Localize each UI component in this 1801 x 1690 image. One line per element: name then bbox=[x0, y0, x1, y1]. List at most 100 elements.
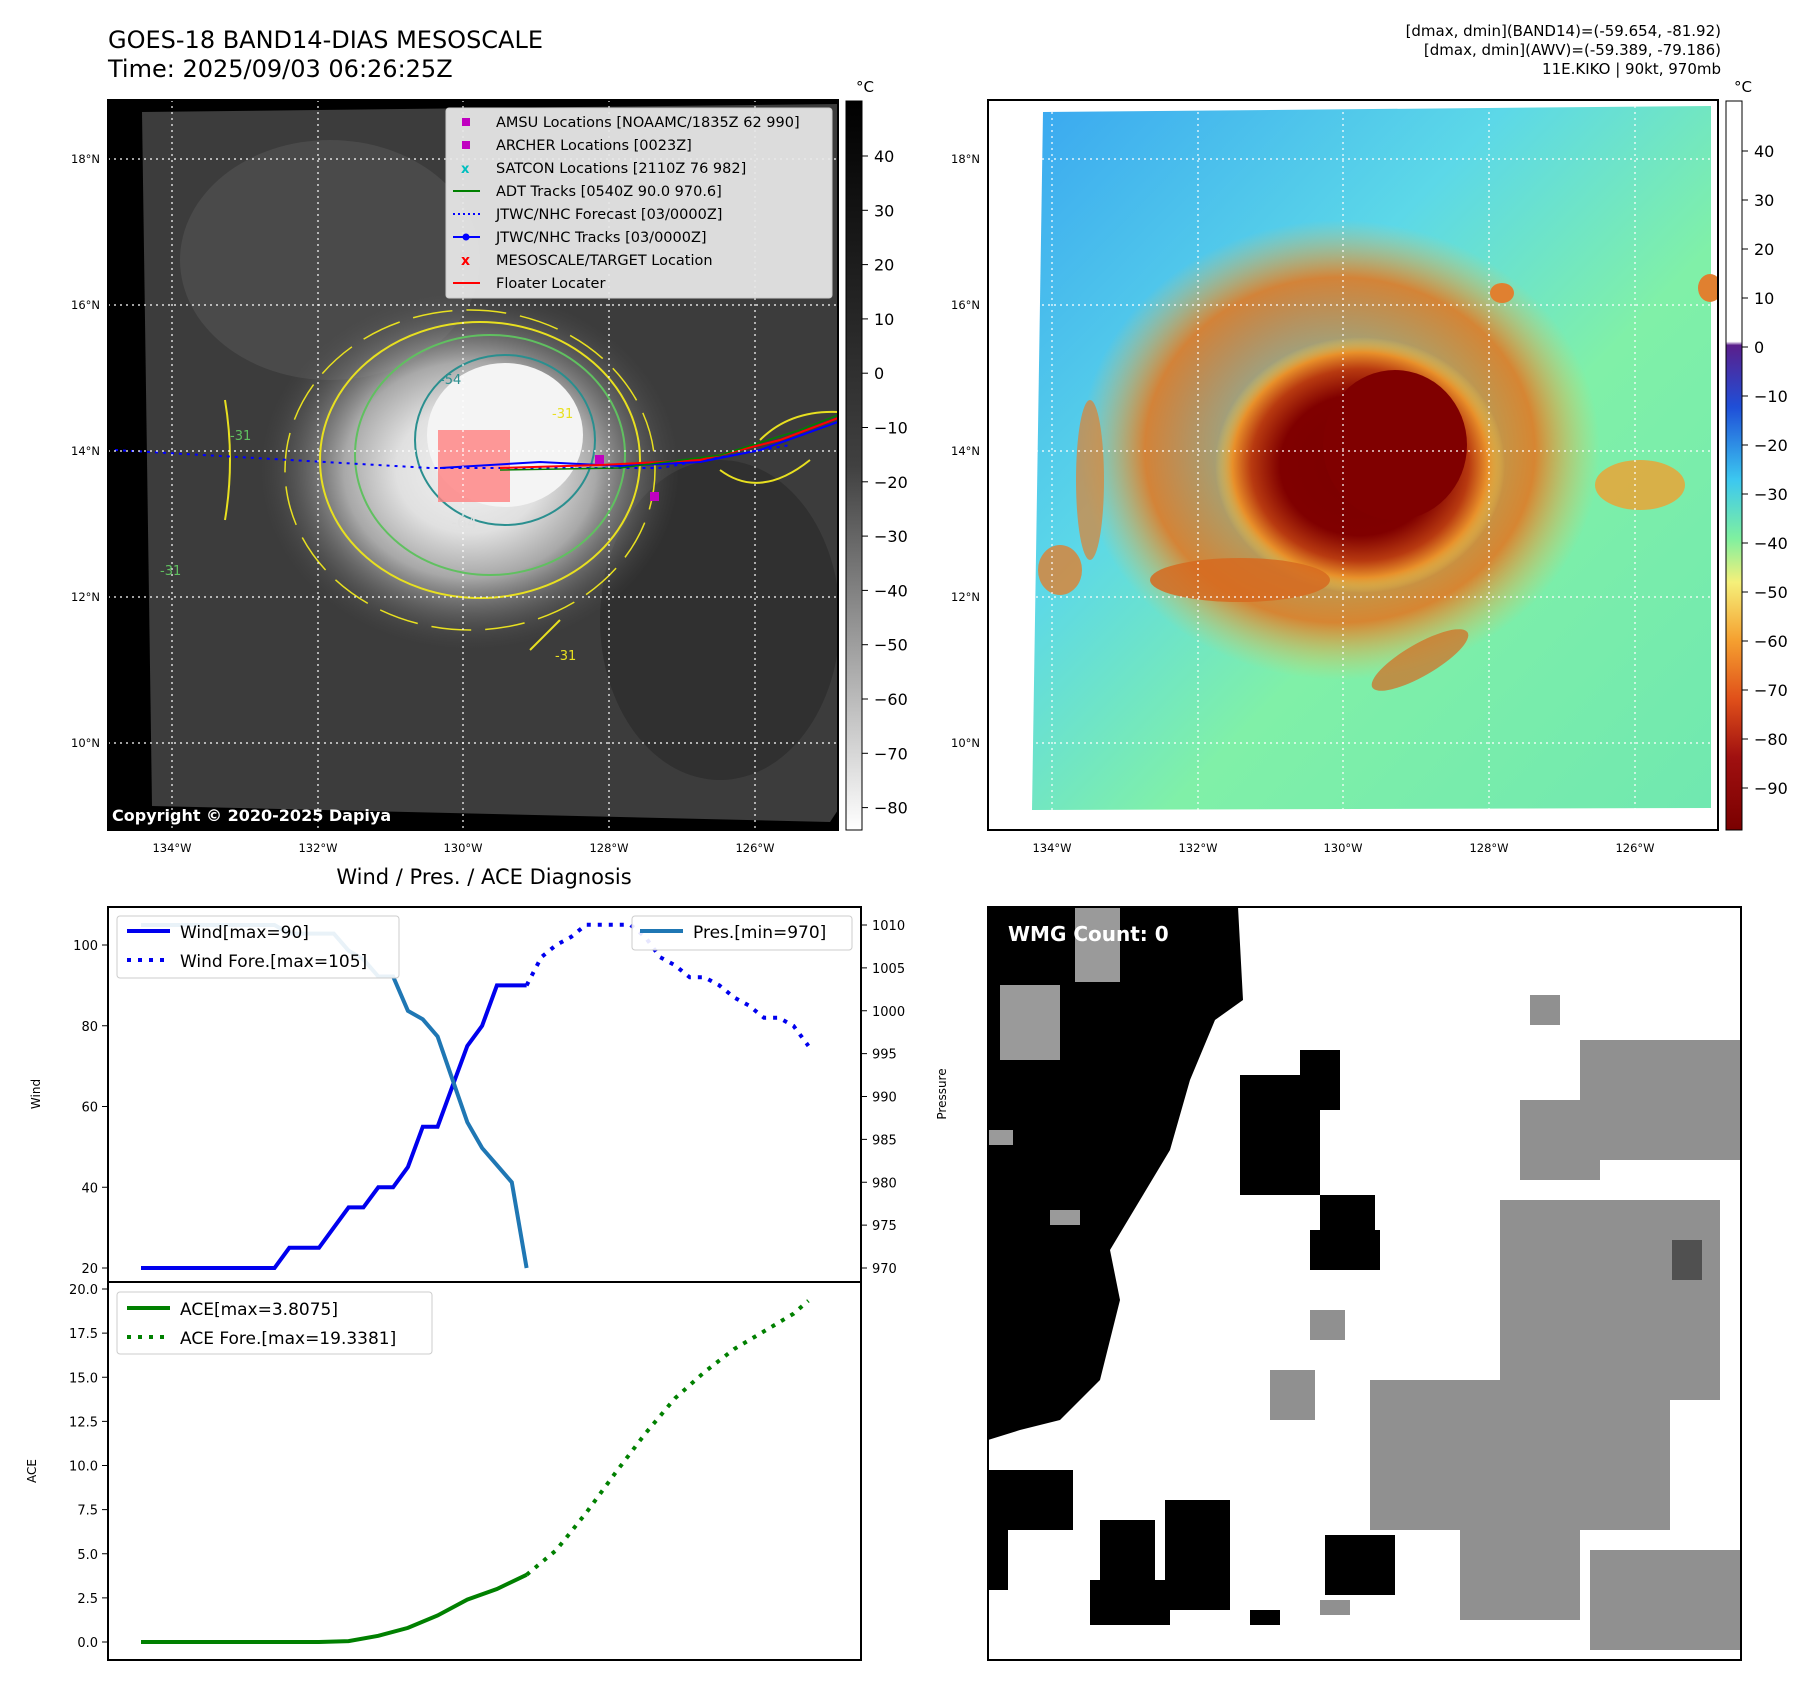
legend-adt: ADT Tracks [0540Z 90.0 970.6] bbox=[496, 184, 722, 200]
enhanced-lat-tick: 14°N bbox=[951, 444, 980, 458]
color-colorbar-tick: 10 bbox=[1754, 289, 1774, 308]
gray-colorbar-tick: −40 bbox=[874, 581, 908, 600]
gray-colorbar-tick: 0 bbox=[874, 364, 884, 383]
ace-tick: 5.0 bbox=[77, 1548, 98, 1563]
wind-axis-label: Wind bbox=[29, 1079, 43, 1109]
legend-wind-fore: Wind Fore.[max=105] bbox=[180, 952, 367, 972]
ace-series-line-0 bbox=[141, 1572, 528, 1644]
enhanced-lon-tick: 126°W bbox=[1615, 841, 1654, 855]
contour-label: -64 bbox=[451, 513, 477, 532]
gray-colorbar-tick: 20 bbox=[874, 256, 894, 275]
gray-colorbar: °C 40 30 20 10 0 −10 −20 −30 −40 −50 −60 −70 −80 bbox=[845, 78, 908, 831]
ir-lon-tick: 126°W bbox=[735, 841, 774, 855]
legend-amsu: AMSU Locations [NOAAMC/1835Z 62 990] bbox=[496, 115, 800, 131]
gray-colorbar-tick: −10 bbox=[874, 419, 908, 438]
legend-marker-mesoscale: x bbox=[461, 253, 470, 269]
wind-tick: 80 bbox=[81, 1020, 98, 1035]
enhanced-gridlines bbox=[988, 100, 1718, 830]
ace-tick: 17.5 bbox=[69, 1327, 98, 1342]
gray-colorbar-tick: −70 bbox=[874, 744, 908, 763]
color-colorbar-tick: −80 bbox=[1754, 730, 1788, 749]
wind-tick: 40 bbox=[81, 1181, 98, 1196]
pressure-tick: 990 bbox=[872, 1091, 897, 1106]
contour-label: -31 bbox=[555, 649, 576, 664]
ace-legend: ACE[max=3.8075] ACE Fore.[max=19.3381] bbox=[116, 1291, 433, 1355]
color-colorbar-tick: −30 bbox=[1754, 485, 1788, 504]
ace-tick: 7.5 bbox=[77, 1504, 98, 1519]
color-colorbar-tick: 0 bbox=[1754, 338, 1764, 357]
ir-lon-tick: 132°W bbox=[298, 841, 337, 855]
wmg-panel bbox=[987, 906, 1742, 1661]
pressure-tick: 1000 bbox=[872, 1005, 905, 1020]
ir-lon-tick: 134°W bbox=[152, 841, 191, 855]
pressure-tick: 995 bbox=[872, 1048, 897, 1063]
enhanced-lat-tick: 18°N bbox=[951, 152, 980, 166]
gray-colorbar-tick: −30 bbox=[874, 527, 908, 546]
ace-tick: 20.0 bbox=[69, 1283, 98, 1298]
enhanced-lat-tick: 12°N bbox=[951, 590, 980, 604]
legend-tracks: JTWC/NHC Tracks [03/0000Z] bbox=[495, 230, 707, 246]
color-colorbar-tick: −40 bbox=[1754, 534, 1788, 553]
legend-pressure: Pres.[min=970] bbox=[693, 923, 826, 943]
diagnosis-title: Wind / Pres. / ACE Diagnosis bbox=[336, 865, 631, 889]
ir-lat-tick: 12°N bbox=[71, 590, 100, 604]
stats-awv: [dmax, dmin](AWV)=(-59.389, -79.186) bbox=[1423, 41, 1721, 59]
ace-axes bbox=[107, 1281, 862, 1661]
ir-map-panel: -54 -64 -31 -31 -31 -31 AMSU Locations [… bbox=[107, 99, 839, 831]
gray-colorbar-tick: −60 bbox=[874, 690, 908, 709]
color-colorbar-tick: −10 bbox=[1754, 387, 1788, 406]
ir-lon-tick: 128°W bbox=[589, 841, 628, 855]
contour-label: -54 bbox=[440, 373, 461, 388]
ir-lat-tick: 18°N bbox=[71, 152, 100, 166]
wind-legend: Wind[max=90] Wind Fore.[max=105] bbox=[116, 915, 400, 979]
color-colorbar-unit: °C bbox=[1734, 78, 1752, 96]
wind-tick: 60 bbox=[81, 1101, 98, 1116]
legend-floater: Floater Locater bbox=[496, 276, 605, 292]
wmg-count-label: WMG Count: 0 bbox=[1008, 922, 1169, 946]
enhanced-lat-tick: 16°N bbox=[951, 298, 980, 312]
pressure-tick: 1005 bbox=[872, 962, 905, 977]
enhanced-lon-tick: 130°W bbox=[1323, 841, 1362, 855]
contour-label: -31 bbox=[160, 564, 181, 579]
pressure-tick: 975 bbox=[872, 1219, 897, 1234]
pressure-legend: Pres.[min=970] bbox=[631, 915, 853, 951]
stats-block: [dmax, dmin](BAND14)=(-59.654, -81.92) [… bbox=[1406, 22, 1721, 79]
pressure-axis-label: Pressure bbox=[935, 1068, 949, 1119]
legend-ace-fore: ACE Fore.[max=19.3381] bbox=[180, 1329, 396, 1349]
stats-storm: 11E.KIKO | 90kt, 970mb bbox=[1542, 60, 1721, 78]
legend-wind: Wind[max=90] bbox=[180, 923, 309, 943]
enhanced-lon-tick: 132°W bbox=[1178, 841, 1217, 855]
pressure-tick: 1010 bbox=[872, 919, 905, 934]
gray-colorbar-tick: −80 bbox=[874, 799, 908, 818]
ace-tick: 0.0 bbox=[77, 1636, 98, 1651]
series-line-0 bbox=[141, 983, 527, 1270]
legend-marker-satcon: x bbox=[461, 162, 470, 177]
enhanced-lon-tick: 134°W bbox=[1032, 841, 1071, 855]
ace-tick: 15.0 bbox=[69, 1371, 98, 1386]
figure-title: GOES-18 BAND14-DIAS MESOSCALE Time: 2025… bbox=[108, 26, 543, 84]
ir-legend: AMSU Locations [NOAAMC/1835Z 62 990] ARC… bbox=[445, 107, 833, 299]
legend-forecast: JTWC/NHC Forecast [03/0000Z] bbox=[495, 207, 722, 223]
legend-mesoscale: MESOSCALE/TARGET Location bbox=[496, 253, 713, 269]
gray-colorbar-tick: 30 bbox=[874, 201, 894, 220]
ace-axis-label: ACE bbox=[25, 1459, 39, 1483]
legend-marker-archer bbox=[462, 141, 470, 149]
color-colorbar-tick: 40 bbox=[1754, 142, 1774, 161]
color-colorbar-tick: −50 bbox=[1754, 583, 1788, 602]
enhanced-lon-tick: 128°W bbox=[1469, 841, 1508, 855]
wind-tick: 100 bbox=[73, 939, 98, 954]
pressure-tick: 980 bbox=[872, 1176, 897, 1191]
gray-colorbar-tick: 40 bbox=[874, 147, 894, 166]
ace-series-line-1 bbox=[525, 1299, 810, 1577]
gray-colorbar-unit: °C bbox=[856, 78, 874, 96]
legend-archer: ARCHER Locations [0023Z] bbox=[496, 138, 692, 154]
ace-tick: 12.5 bbox=[69, 1415, 98, 1430]
ace-plot: 0.0 2.5 5.0 7.5 10.0 12.5 15.0 17.5 20.0 bbox=[69, 1283, 810, 1651]
ir-lat-tick: 14°N bbox=[71, 444, 100, 458]
copyright-notice: Copyright © 2020-2025 Dapiya bbox=[112, 806, 392, 825]
ace-tick: 2.5 bbox=[77, 1592, 98, 1607]
enhanced-map-panel bbox=[987, 99, 1719, 831]
color-colorbar-tick: 20 bbox=[1754, 240, 1774, 259]
color-colorbar: °C 40 30 20 10 0 −10 −20 −30 −40 −50 −60 −70 −80 −90 bbox=[1725, 78, 1788, 831]
contour-label: -31 bbox=[230, 429, 251, 444]
